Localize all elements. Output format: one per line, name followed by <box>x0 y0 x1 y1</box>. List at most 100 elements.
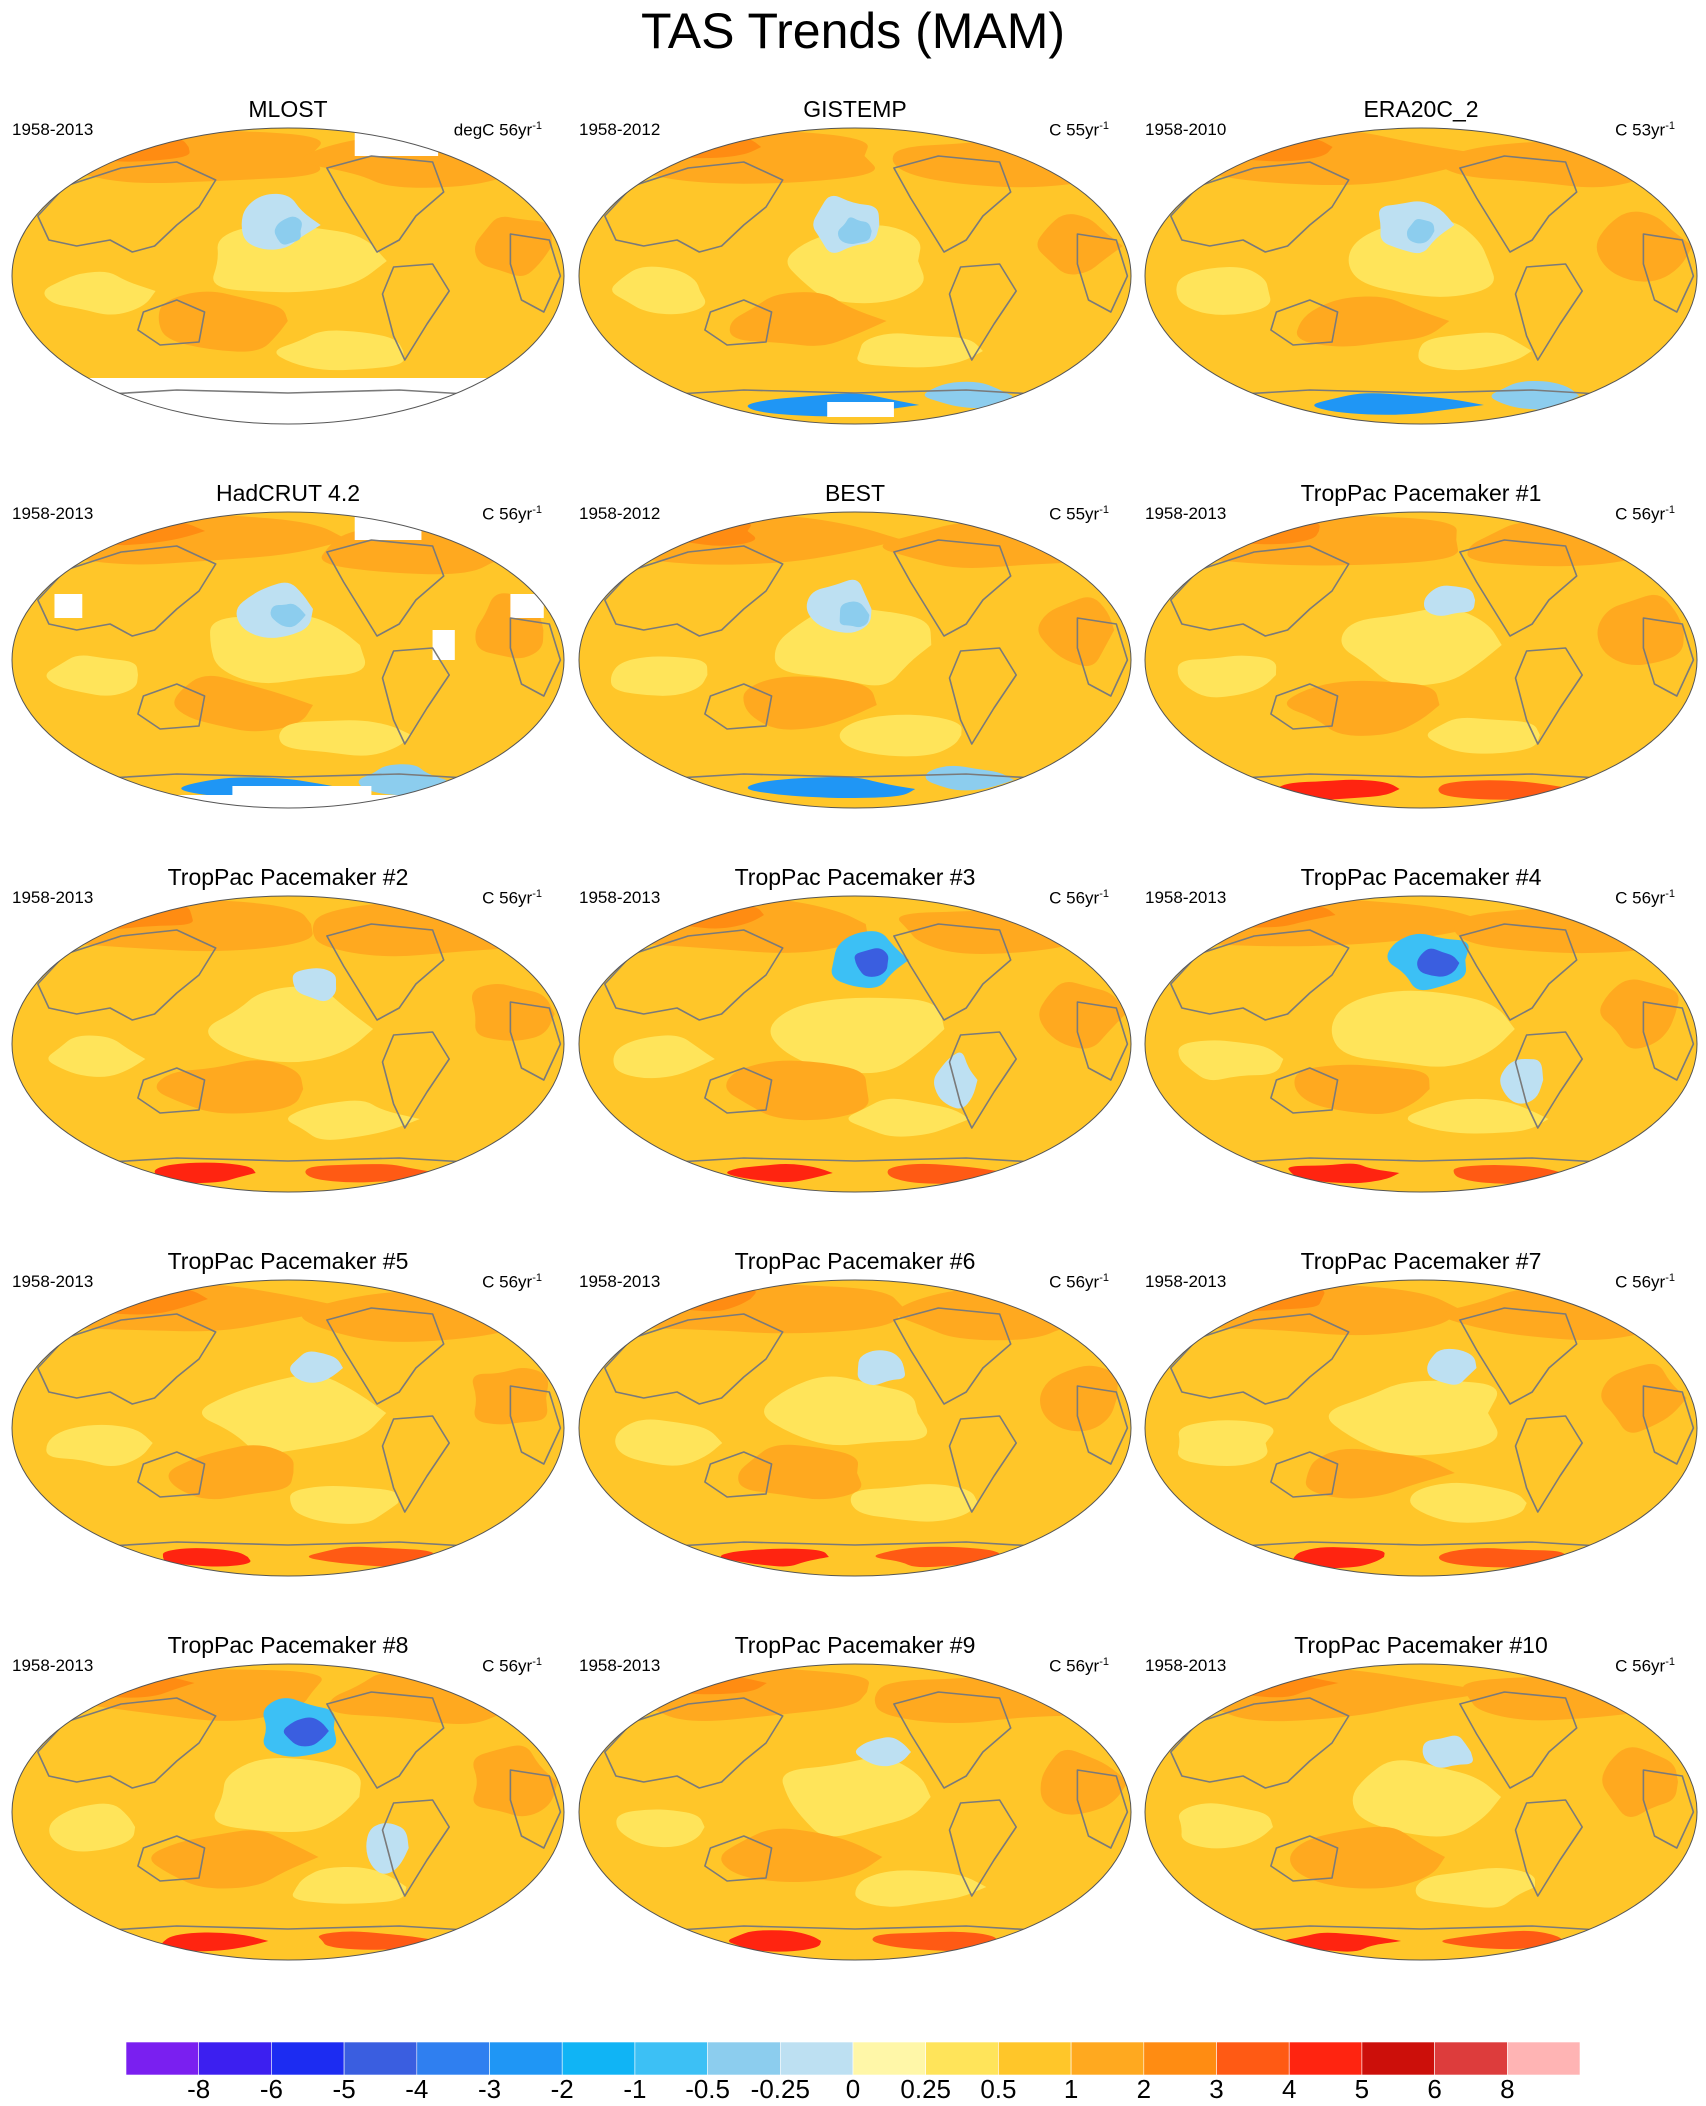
coastline <box>643 1157 1067 1165</box>
coastline <box>704 1835 773 1882</box>
missing-data-area <box>54 594 83 618</box>
warm-region <box>729 292 887 346</box>
coastline <box>1270 1451 1339 1498</box>
colorbar-swatch <box>343 2042 418 2075</box>
colorbar-swatch <box>1434 2042 1508 2075</box>
coastline <box>37 545 217 637</box>
coastline <box>1170 929 1350 1021</box>
coastline <box>76 1157 500 1165</box>
colorbar-tick-label: 4 <box>1281 2074 1297 2104</box>
robinson-map <box>578 895 1132 1193</box>
warm-north-band <box>600 131 876 184</box>
warm-region <box>1602 1747 1678 1817</box>
panel-title: TropPac Pacemaker #9 <box>734 1632 976 1658</box>
map-panel: BEST 1958-2012 C 55yr-1 <box>577 479 1133 849</box>
coastline <box>893 923 1012 1021</box>
missing-data-area <box>827 402 894 417</box>
hot-spot <box>1211 517 1320 545</box>
pale-region <box>616 1809 705 1848</box>
panel-year-range: 1958-2012 <box>579 504 661 523</box>
coastline <box>1076 1001 1129 1081</box>
colorbar-swatch <box>198 2042 272 2075</box>
cool-anomaly <box>1417 948 1460 977</box>
colorbar-swatch <box>126 2042 199 2075</box>
colorbar-swatch <box>779 2042 854 2075</box>
colorbar-swatch <box>489 2042 563 2075</box>
panel-units: C 56yr-1 <box>1615 888 1675 908</box>
pale-region <box>839 714 962 757</box>
pale-region <box>279 720 412 756</box>
map-panel: TropPac Pacemaker #8 1958-2013 C 56yr-1 <box>10 1631 566 2001</box>
panel-year-range: 1958-2013 <box>579 1272 661 1291</box>
coastline <box>893 539 1012 637</box>
coastline <box>37 1313 217 1405</box>
missing-data-area <box>354 128 439 156</box>
cool-anomaly <box>1422 1735 1473 1768</box>
map-panel: TropPac Pacemaker #6 1958-2013 C 56yr-1 <box>577 1247 1133 1617</box>
southern-warm-band <box>727 1164 833 1183</box>
panel-title: ERA20C_2 <box>1363 96 1479 122</box>
map-panel: HadCRUT 4.2 1958-2013 C 56yr-1 <box>10 479 566 849</box>
figure-title: TAS Trends (MAM) <box>640 3 1066 59</box>
coastline <box>76 1925 500 1933</box>
panel-title: TropPac Pacemaker #5 <box>167 1248 409 1274</box>
colorbar-swatch <box>1288 2042 1363 2075</box>
coastline <box>509 1001 562 1081</box>
southern-warm-band <box>1292 1547 1385 1569</box>
panel-title: TropPac Pacemaker #8 <box>167 1632 409 1658</box>
robinson-map <box>1144 511 1698 809</box>
coastline <box>1459 923 1578 1021</box>
robinson-map <box>1144 895 1698 1193</box>
coastline <box>1170 1697 1350 1789</box>
map-outline <box>578 1663 1132 1961</box>
coastline <box>1076 233 1129 313</box>
pale-region <box>1410 1482 1527 1523</box>
southern-warm-band <box>728 1930 822 1952</box>
warm-region <box>174 675 313 732</box>
coastline <box>137 299 206 346</box>
coastline <box>1642 617 1695 697</box>
map-outline <box>578 895 1132 1193</box>
warm-region <box>151 1830 319 1889</box>
colorbar-tick-label: -1 <box>623 2074 647 2104</box>
map-panel: GISTEMP 1958-2012 C 55yr-1 <box>577 95 1133 465</box>
cool-anomaly <box>270 603 306 628</box>
southern-warm-band <box>1282 1932 1402 1952</box>
pale-region <box>610 656 708 696</box>
cool-anomaly <box>274 216 302 245</box>
map-outline <box>578 127 1132 425</box>
map-panel: TropPac Pacemaker #3 1958-2013 C 56yr-1 <box>577 863 1133 1233</box>
colorbar-tick-label: -2 <box>550 2074 574 2104</box>
pale-region <box>276 330 405 371</box>
coastline <box>381 1415 450 1513</box>
cool-anomaly <box>855 1737 911 1767</box>
colorbar-tick-label: -8 <box>187 2074 211 2104</box>
cool-anomaly <box>1500 1058 1544 1104</box>
pacific-pale-band <box>1341 608 1502 686</box>
warm-region <box>1290 1826 1445 1889</box>
colorbar-swatch <box>1361 2042 1435 2075</box>
panel-units: C 56yr-1 <box>1049 1272 1109 1292</box>
robinson-map <box>578 1279 1132 1577</box>
coastline <box>1209 1925 1633 1933</box>
colorbar-tick-label: 6 <box>1427 2074 1442 2104</box>
panel-units: C 56yr-1 <box>482 1272 542 1292</box>
coastline <box>509 233 562 313</box>
colorbar-swatch <box>998 2042 1072 2075</box>
panel-title: TropPac Pacemaker #4 <box>1300 864 1542 890</box>
pacific-pale-band <box>1328 1380 1498 1456</box>
robinson-map <box>11 895 565 1193</box>
coastline <box>1459 1691 1578 1789</box>
pacific-pale-band <box>201 1375 387 1453</box>
map-outline <box>1144 511 1698 809</box>
panel-year-range: 1958-2012 <box>579 120 661 139</box>
warm-region <box>738 1444 862 1500</box>
coastline <box>1170 161 1350 253</box>
colorbar-swatch <box>707 2042 781 2075</box>
southern-warm-band <box>154 1162 256 1183</box>
pale-region <box>46 655 139 696</box>
hot-spot <box>1215 1284 1325 1311</box>
coastline <box>604 161 784 253</box>
colorbar-tick-label: 1 <box>1063 2074 1079 2104</box>
pale-region <box>1407 1098 1549 1134</box>
